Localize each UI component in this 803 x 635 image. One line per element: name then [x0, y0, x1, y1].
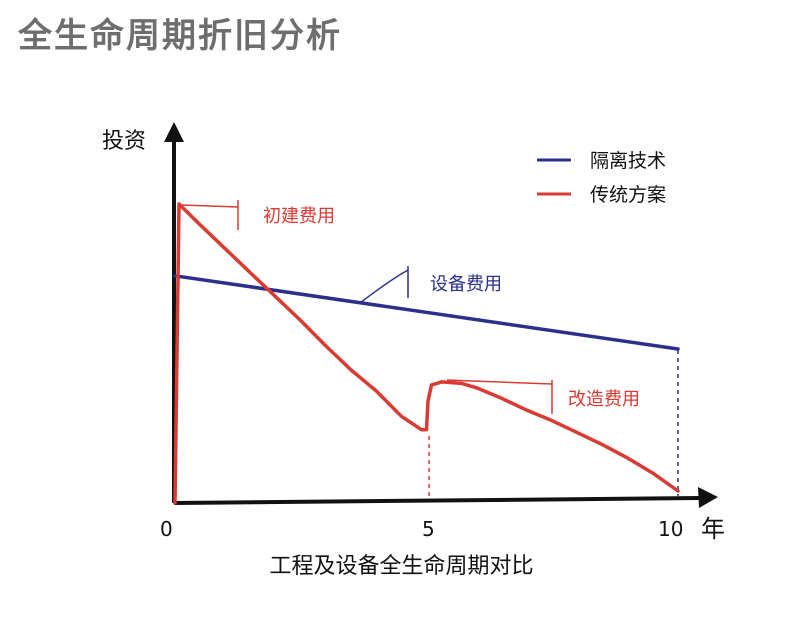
y-axis-arrow — [164, 122, 184, 142]
x-tick-label-10: 10 — [658, 517, 683, 541]
legend: 隔离技术 传统方案 — [537, 150, 666, 206]
annotation-bracket-initial — [181, 200, 239, 230]
annotation-retrofit-cost: 改造费用 — [446, 379, 640, 414]
x-tick-label-5: 5 — [422, 517, 435, 541]
series-line-0 — [173, 274, 680, 351]
annotation-label-initial: 初建费用 — [263, 206, 335, 227]
series-line-1 — [173, 202, 680, 505]
series-layer — [173, 202, 680, 505]
annotation-label-retrofit: 改造费用 — [568, 389, 640, 410]
legend-label-0: 隔离技术 — [590, 150, 666, 172]
x-axis — [173, 496, 701, 505]
annotation-initial-cost: 初建费用 — [181, 200, 335, 230]
chart-title: 工程及设备全生命周期对比 — [269, 554, 534, 579]
axes — [164, 122, 718, 508]
annotation-bracket-equipment — [359, 266, 409, 304]
x-tick-label-0: 0 — [160, 517, 173, 541]
x-axis-label: 年 — [701, 515, 725, 543]
page-title: 全生命周期折旧分析 — [18, 16, 342, 56]
annotation-equipment-cost: 设备费用 — [359, 266, 502, 304]
x-axis-arrow — [698, 487, 718, 508]
annotation-bracket-retrofit — [446, 379, 553, 414]
legend-label-1: 传统方案 — [590, 184, 666, 206]
y-axis-label: 投资 — [102, 129, 146, 154]
annotation-label-equipment: 设备费用 — [430, 274, 502, 295]
